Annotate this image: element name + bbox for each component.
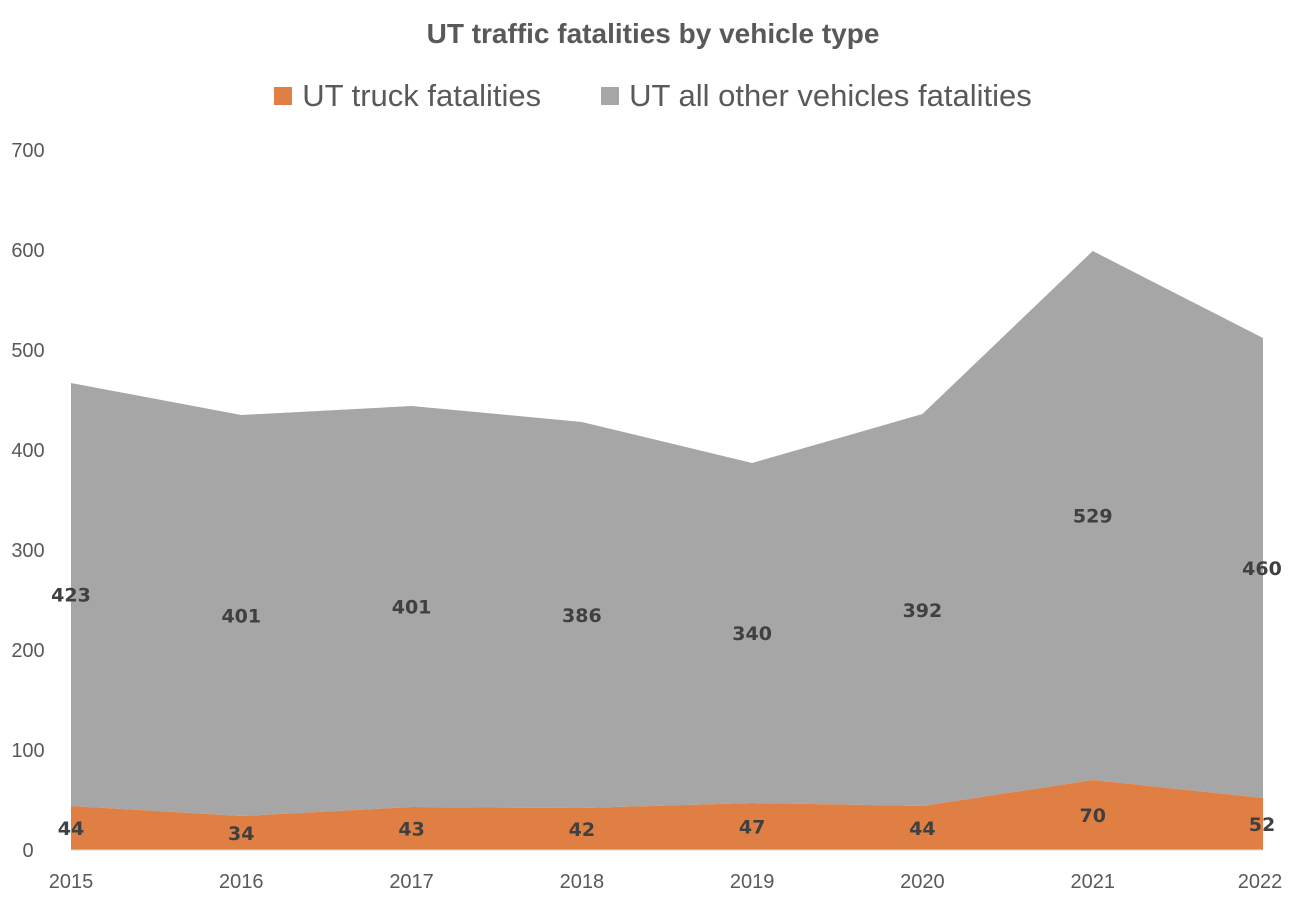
- data-label-other: 386: [562, 605, 602, 627]
- y-tick-label: 200: [11, 640, 44, 662]
- legend-swatch-truck: [274, 87, 293, 105]
- y-tick-label: 700: [11, 140, 44, 162]
- y-tick-label: 500: [11, 340, 44, 362]
- x-tick-label: 2016: [219, 871, 264, 893]
- data-label-truck: 44: [58, 818, 84, 840]
- x-tick-label: 2021: [1070, 871, 1115, 893]
- y-tick-label: 100: [11, 740, 44, 762]
- y-tick-label: 600: [11, 240, 44, 262]
- y-tick-label: 300: [11, 540, 44, 562]
- x-tick-label: 2018: [560, 871, 605, 893]
- data-label-other: 340: [732, 623, 772, 645]
- data-label-truck: 70: [1079, 805, 1105, 827]
- x-tick-label: 2019: [730, 871, 775, 893]
- series-area-truck: [71, 780, 1263, 850]
- legend-label-truck: UT truck fatalities: [302, 78, 542, 113]
- chart-title: UT traffic fatalities by vehicle type: [426, 18, 880, 49]
- legend-label-other: UT all other vehicles fatalities: [629, 78, 1032, 113]
- x-tick-label: 2022: [1238, 871, 1283, 893]
- data-label-other: 392: [903, 600, 943, 622]
- legend: UT truck fatalities UT all other vehicle…: [0, 78, 1306, 114]
- data-label-other: 401: [392, 597, 432, 619]
- series-area-other: [71, 251, 1263, 816]
- x-tick-label: 2017: [389, 871, 434, 893]
- data-label-truck: 44: [909, 818, 935, 840]
- data-label-other: 423: [51, 585, 91, 607]
- legend-item-other: UT all other vehicles fatalities: [601, 78, 1032, 114]
- y-tick-label: 0: [22, 840, 33, 862]
- legend-swatch-other: [601, 87, 620, 105]
- data-label-other: 460: [1242, 558, 1282, 580]
- data-label-truck: 43: [398, 819, 424, 841]
- data-label-other: 529: [1073, 506, 1113, 528]
- data-label-truck: 47: [739, 817, 765, 839]
- data-label-truck: 52: [1249, 814, 1275, 836]
- data-label-other: 401: [221, 606, 261, 628]
- x-tick-label: 2015: [49, 871, 94, 893]
- data-label-truck: 42: [569, 819, 595, 841]
- x-tick-label: 2020: [900, 871, 945, 893]
- y-tick-label: 400: [11, 440, 44, 462]
- legend-item-truck: UT truck fatalities: [274, 78, 541, 114]
- data-label-truck: 34: [228, 823, 254, 845]
